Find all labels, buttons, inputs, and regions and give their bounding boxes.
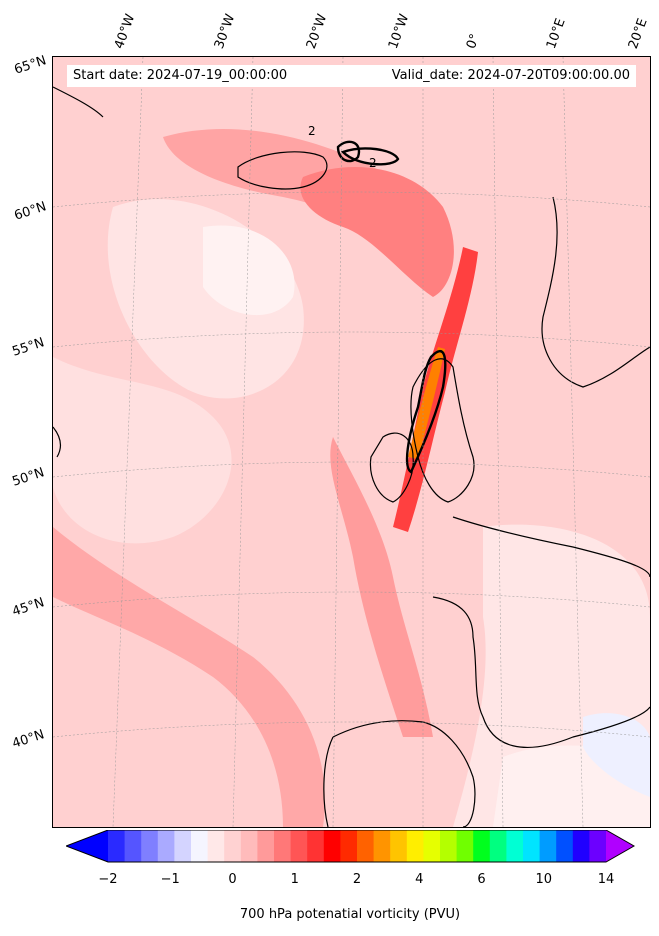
pv-negative-patch (583, 713, 650, 797)
lon-label-40w: 40°W (111, 12, 139, 51)
lon-label-20e: 20°E (625, 16, 651, 51)
colorbar-segment (207, 830, 225, 862)
pv-band-iceland (300, 167, 454, 297)
colorbar-segment (456, 830, 474, 862)
lat-label-60n: 60°N (12, 199, 49, 224)
colorbar-segment (489, 830, 507, 862)
pv-light-core (203, 225, 295, 316)
pv-band-southwest (53, 527, 325, 827)
iceland-coast (237, 151, 328, 190)
colorbar-segment (274, 830, 292, 862)
pv-contour-2-b (340, 147, 400, 166)
lon-label-30w: 30°W (211, 12, 239, 51)
pv-field-map: 2 2 (53, 57, 650, 827)
valid-date-text: Valid_date: 2024-07-20T09:00:00.00 (391, 68, 630, 83)
colorbar-segment (174, 830, 192, 862)
colorbar-outline (66, 830, 636, 863)
lat-label-50n: 50°N (10, 465, 47, 490)
colorbar-segment (523, 830, 541, 862)
colorbar-tick-label: 14 (597, 872, 615, 887)
lon-label-10w: 10°W (385, 12, 413, 51)
colorbar-segment (572, 830, 590, 862)
graticule (53, 57, 650, 827)
pv-contour-2-a (336, 140, 361, 163)
colorbar-tick-label: −2 (98, 872, 118, 887)
map-plot-area: 2 2 Start date: 2024-07-19_00:00:00 Vali… (52, 56, 651, 828)
colorbar-tick-label: 2 (352, 872, 362, 887)
lat-label-55n: 55°N (10, 335, 47, 360)
greenland-coast (53, 86, 104, 458)
colorbar-segment (406, 830, 424, 862)
colorbar-segment (124, 830, 142, 862)
lon-label-10e: 10°E (543, 16, 569, 51)
colorbar-segment (556, 830, 574, 862)
colorbar-segment (423, 830, 441, 862)
ireland-coast (369, 432, 414, 503)
contour-label-2: 2 (369, 156, 377, 170)
colorbar-segment (473, 830, 491, 862)
colorbar-segment (141, 830, 159, 862)
colorbar-tick-label: −1 (160, 872, 180, 887)
pv-light-patch-west (53, 357, 232, 544)
pv-contour-2-filament (405, 350, 447, 474)
pv-filament-core (408, 347, 445, 459)
colorbar-extend-min (66, 830, 108, 862)
colorbar-extend-max (606, 830, 634, 862)
europe-coast (432, 516, 650, 748)
scandinavia-coast (541, 196, 650, 388)
colorbar-segment (539, 830, 557, 862)
colorbar-segment (157, 830, 175, 862)
colorbar-tick-label: 0 (228, 872, 237, 887)
contour-label-1: 2 (308, 124, 316, 138)
colorbar-segment (108, 830, 126, 862)
lat-label-40n: 40°N (10, 727, 47, 752)
colorbar-segment (307, 830, 325, 862)
date-header: Start date: 2024-07-19_00:00:00 Valid_da… (67, 65, 636, 87)
colorbar-tick-label: 1 (290, 872, 299, 887)
colorbar-segment (373, 830, 391, 862)
colorbar-tick-label: 10 (535, 872, 553, 887)
colorbar-segment (224, 830, 242, 862)
colorbar-segment (440, 830, 458, 862)
colorbar (66, 830, 636, 863)
lat-label-65n: 65°N (12, 53, 49, 78)
colorbar-tick-label: 6 (477, 872, 486, 887)
iberia-africa-coast (323, 720, 476, 827)
colorbar-title: 700 hPa potenatial vorticity (PVU) (239, 907, 461, 922)
lon-label-0: 0° (463, 31, 484, 51)
lat-label-45n: 45°N (10, 595, 47, 620)
colorbar-segment (357, 830, 375, 862)
start-date-text: Start date: 2024-07-19_00:00:00 (73, 68, 288, 83)
colorbar-segment (240, 830, 258, 862)
colorbar-tick-label: 4 (415, 872, 424, 887)
colorbar-segment (390, 830, 408, 862)
colorbar-segment (191, 830, 209, 862)
great-britain-coast (410, 358, 475, 503)
colorbar-segment (340, 830, 358, 862)
colorbar-segment (589, 830, 607, 862)
pv-band-central (330, 437, 433, 737)
lon-label-20w: 20°W (303, 12, 331, 51)
colorbar-segment (290, 830, 308, 862)
colorbar-segment (506, 830, 524, 862)
colorbar-segment (257, 830, 275, 862)
colorbar-segment (323, 830, 341, 862)
